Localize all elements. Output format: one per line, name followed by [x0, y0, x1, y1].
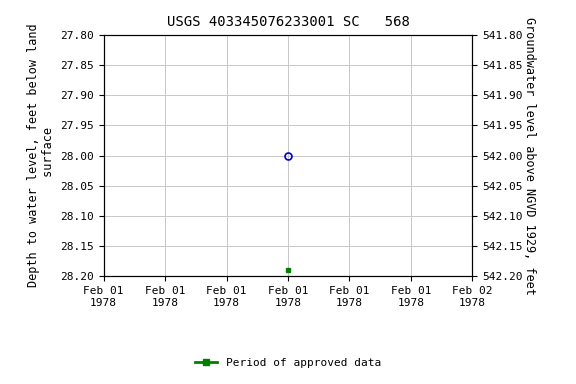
Title: USGS 403345076233001 SC   568: USGS 403345076233001 SC 568 [166, 15, 410, 29]
Legend: Period of approved data: Period of approved data [191, 354, 385, 372]
Y-axis label: Depth to water level, feet below land
 surface: Depth to water level, feet below land su… [26, 24, 55, 287]
Y-axis label: Groundwater level above NGVD 1929, feet: Groundwater level above NGVD 1929, feet [524, 17, 536, 295]
